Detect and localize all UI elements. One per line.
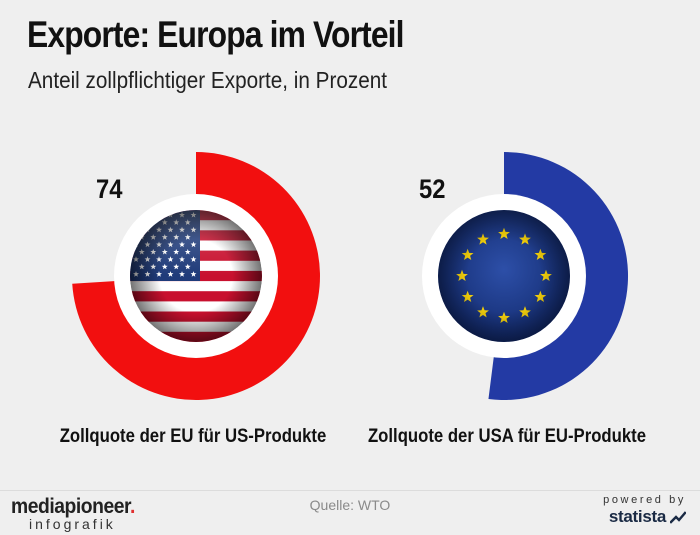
- source-note: Quelle: WTO: [309, 497, 391, 513]
- statista-icon: [670, 510, 686, 524]
- chart-subtitle: Anteil zollpflichtiger Exporte, in Proze…: [28, 67, 387, 93]
- category-label-eu-tariff: Zollquote der EU für US-Produkte: [59, 426, 327, 447]
- value-label-us-tariff: 52: [419, 174, 446, 204]
- statista-wordmark: statista: [608, 507, 666, 526]
- brand-subtitle: infografik: [29, 516, 116, 532]
- brand-name: mediapioneer: [11, 495, 131, 518]
- eu-flag-icon: [438, 210, 570, 342]
- chart-title: Exporte: Europa im Vorteil: [27, 14, 404, 55]
- category-label-us-tariff: Zollquote der USA für EU-Produkte: [367, 426, 647, 447]
- value-label-eu-tariff: 74: [96, 174, 123, 204]
- brand-dot: .: [130, 495, 135, 518]
- statista-logo: powered by statista: [603, 494, 686, 527]
- us-flag-icon: [130, 210, 262, 342]
- powered-by-label: powered by: [603, 494, 686, 506]
- us-flag-star: [133, 211, 139, 218]
- footer-divider: [0, 490, 700, 491]
- brand-logo: mediapioneer. infografik: [11, 495, 146, 532]
